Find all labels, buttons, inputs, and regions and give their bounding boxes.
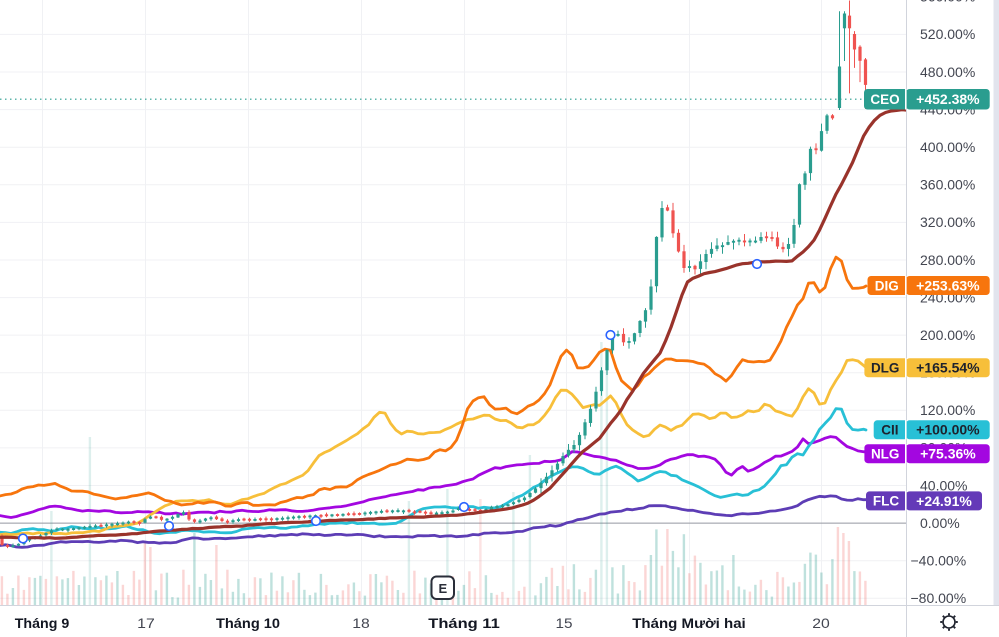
- svg-text:320.00%: 320.00%: [920, 214, 975, 230]
- svg-text:DLG: DLG: [871, 361, 900, 376]
- svg-text:560.00%: 560.00%: [920, 0, 975, 5]
- svg-text:FLC: FLC: [873, 494, 899, 509]
- svg-text:0.00%: 0.00%: [920, 515, 960, 531]
- svg-text:280.00%: 280.00%: [920, 252, 975, 268]
- svg-text:15: 15: [556, 615, 573, 631]
- svg-text:+100.00%: +100.00%: [916, 422, 980, 438]
- svg-text:520.00%: 520.00%: [920, 26, 975, 42]
- svg-text:+452.38%: +452.38%: [916, 91, 980, 107]
- svg-text:360.00%: 360.00%: [920, 177, 975, 193]
- svg-text:+75.36%: +75.36%: [920, 446, 976, 462]
- svg-text:200.00%: 200.00%: [920, 327, 975, 343]
- svg-text:+24.91%: +24.91%: [916, 493, 972, 509]
- svg-text:DIG: DIG: [875, 278, 899, 293]
- svg-text:CEO: CEO: [870, 92, 899, 107]
- svg-text:NLG: NLG: [871, 447, 900, 462]
- svg-text:18: 18: [352, 615, 370, 631]
- svg-text:Tháng 11: Tháng 11: [428, 615, 500, 631]
- svg-text:−80.00%: −80.00%: [911, 590, 967, 606]
- svg-text:120.00%: 120.00%: [920, 402, 975, 418]
- svg-text:E: E: [438, 581, 447, 596]
- svg-text:400.00%: 400.00%: [920, 139, 975, 155]
- svg-text:Tháng 10: Tháng 10: [216, 615, 280, 631]
- svg-text:20: 20: [812, 615, 830, 631]
- svg-text:Tháng Mười hai: Tháng Mười hai: [632, 615, 746, 631]
- svg-text:40.00%: 40.00%: [920, 477, 967, 493]
- svg-text:17: 17: [137, 615, 155, 631]
- svg-text:+253.63%: +253.63%: [916, 277, 980, 293]
- svg-text:−40.00%: −40.00%: [911, 553, 967, 569]
- svg-text:CII: CII: [881, 423, 898, 438]
- svg-text:480.00%: 480.00%: [920, 64, 975, 80]
- svg-text:Tháng 9: Tháng 9: [15, 615, 70, 631]
- svg-text:+165.54%: +165.54%: [916, 360, 980, 376]
